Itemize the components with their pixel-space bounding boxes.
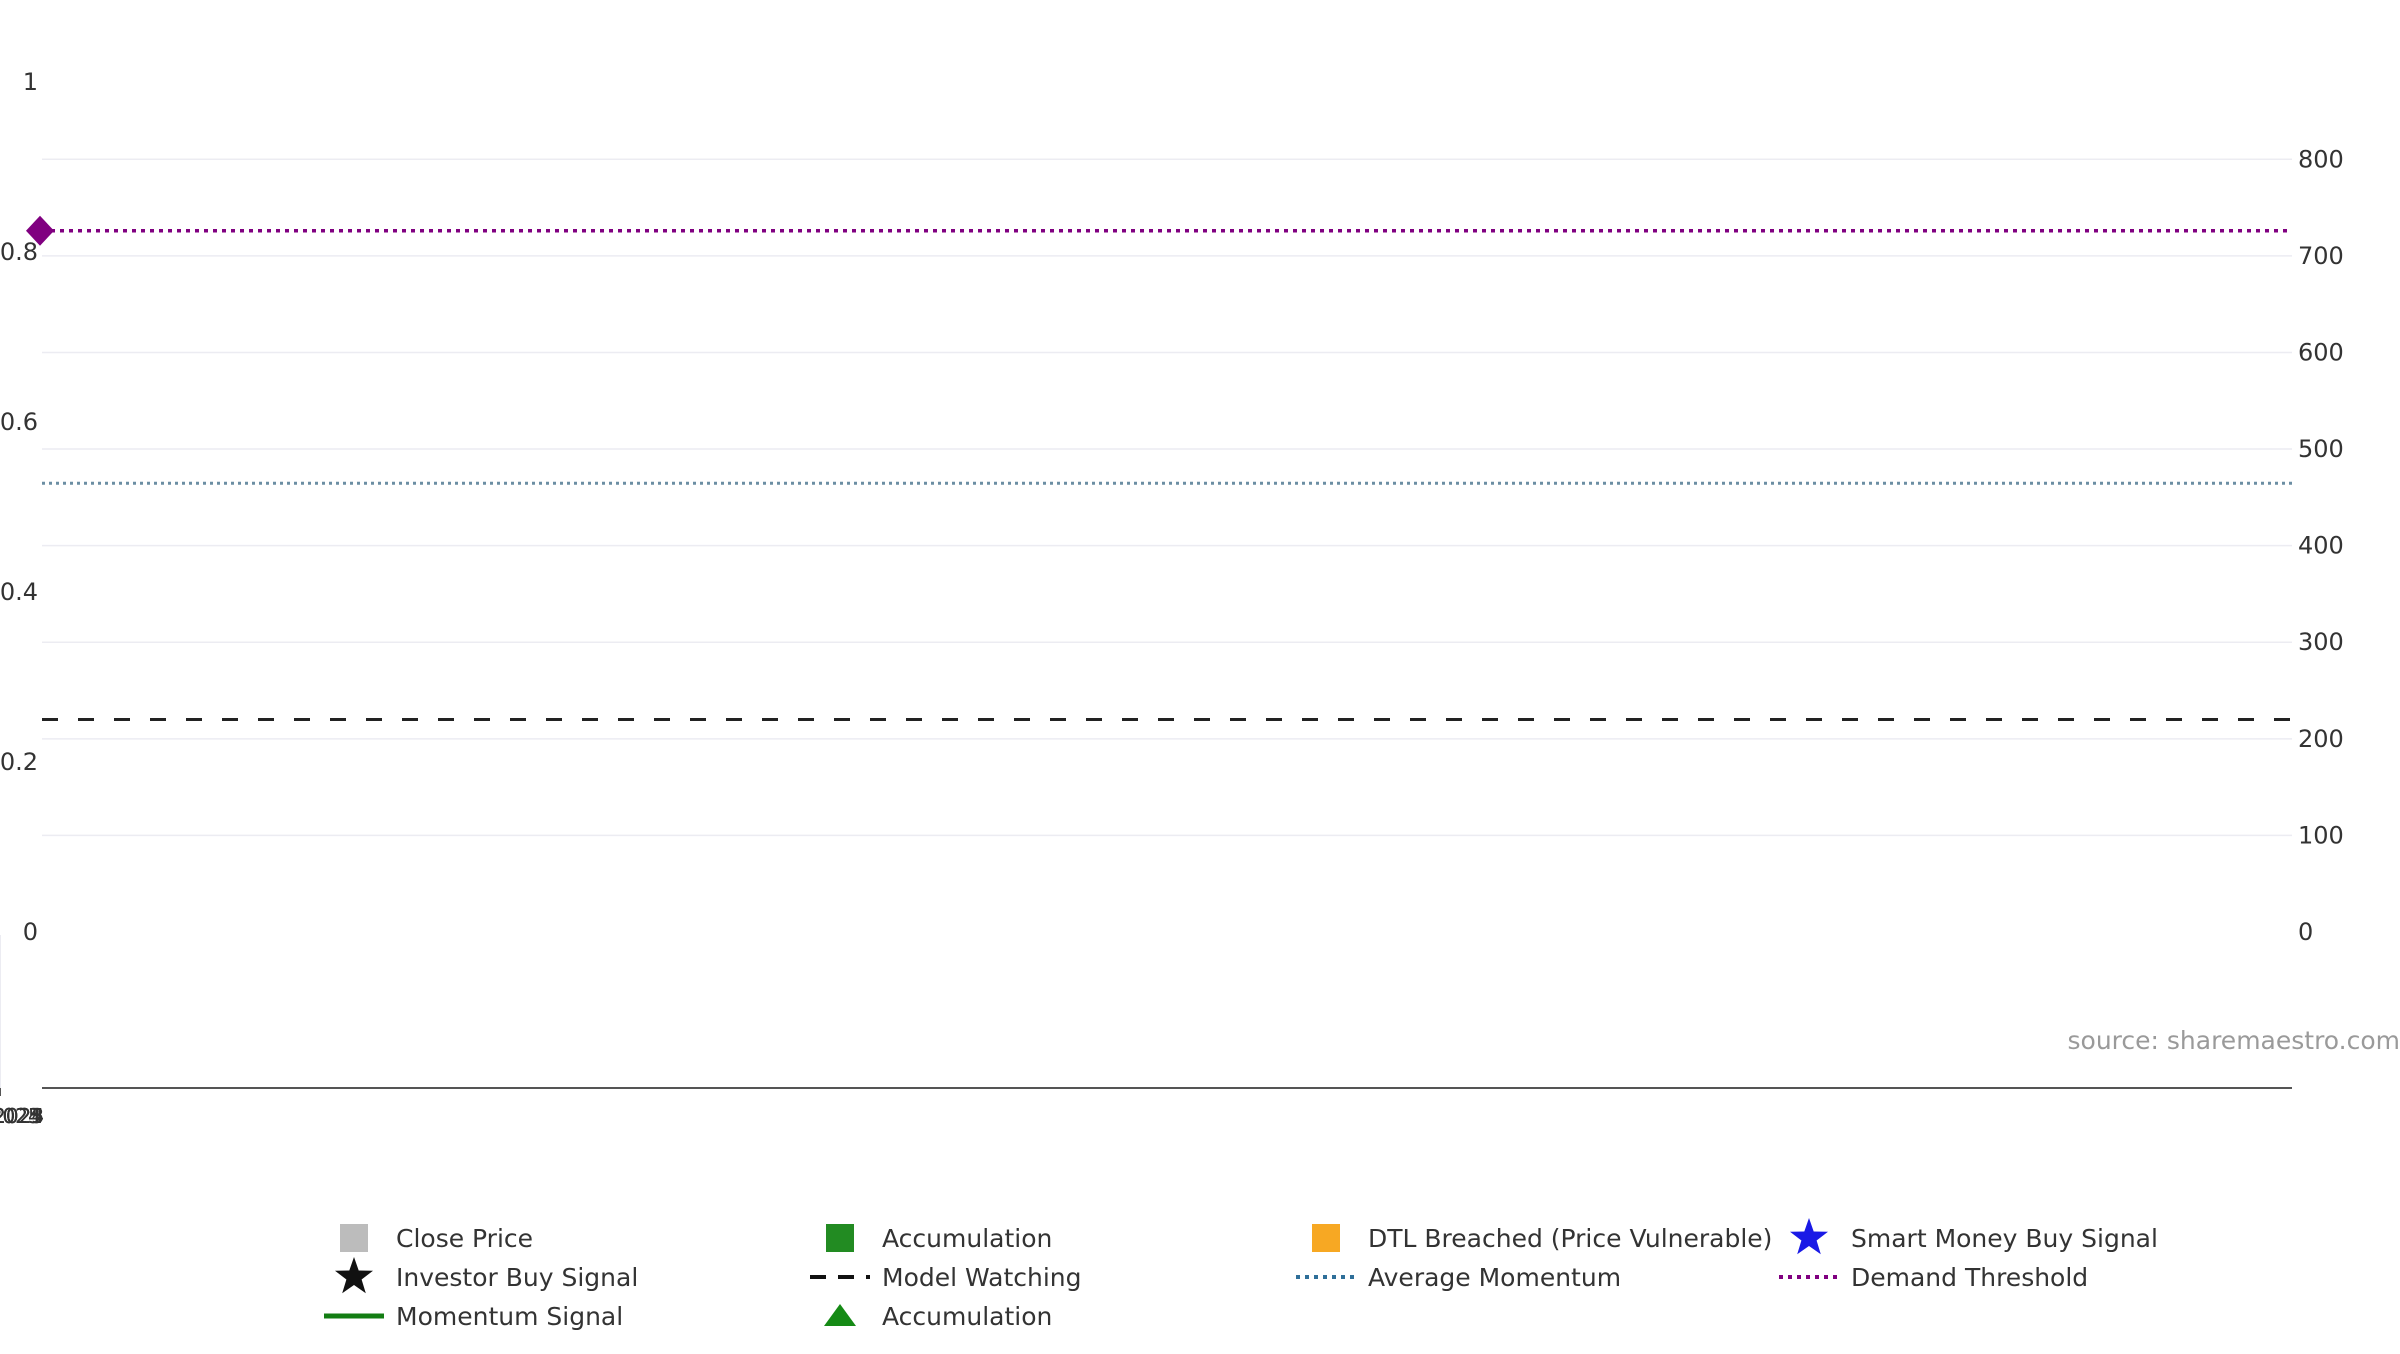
source-note: source: sharemaestro.com [2068, 1026, 2400, 1055]
right-tick-label: 700 [2298, 242, 2344, 270]
legend-label: Model Watching [882, 1263, 1082, 1292]
legend-label: DTL Breached (Price Vulnerable) [1368, 1224, 1772, 1253]
legend-label: Accumulation [882, 1224, 1052, 1253]
right-tick-label: 300 [2298, 628, 2344, 656]
legend-label: Accumulation [882, 1302, 1052, 1331]
right-tick-label: 800 [2298, 145, 2344, 173]
right-tick-label: 600 [2298, 338, 2344, 366]
left-tick-label: 0.2 [0, 748, 38, 776]
x-tick-label: Jul 2025 [0, 1104, 41, 1128]
legend-label: Momentum Signal [396, 1302, 623, 1331]
left-tick-label: 0 [23, 918, 38, 946]
right-tick-label: 200 [2298, 725, 2344, 753]
legend-swatch [1312, 1224, 1340, 1252]
right-tick-label: 0 [2298, 918, 2313, 946]
left-tick-label: 0.6 [0, 408, 38, 436]
legend-item: DTL Breached (Price Vulnerable) [1312, 1224, 1772, 1253]
right-tick-label: 100 [2298, 821, 2344, 849]
legend-label: Investor Buy Signal [396, 1263, 638, 1292]
left-tick-label: 0.8 [0, 238, 38, 266]
left-tick-label: 1 [23, 68, 38, 96]
legend-swatch [826, 1224, 854, 1252]
legend-swatch [340, 1224, 368, 1252]
legend-label: Average Momentum [1368, 1263, 1621, 1292]
legend-label: Demand Threshold [1851, 1263, 2088, 1292]
right-tick-label: 400 [2298, 532, 2344, 560]
legend-label: Smart Money Buy Signal [1851, 1224, 2158, 1253]
legend-label: Close Price [396, 1224, 533, 1253]
right-tick-label: 500 [2298, 435, 2344, 463]
left-tick-label: 0.4 [0, 578, 38, 606]
